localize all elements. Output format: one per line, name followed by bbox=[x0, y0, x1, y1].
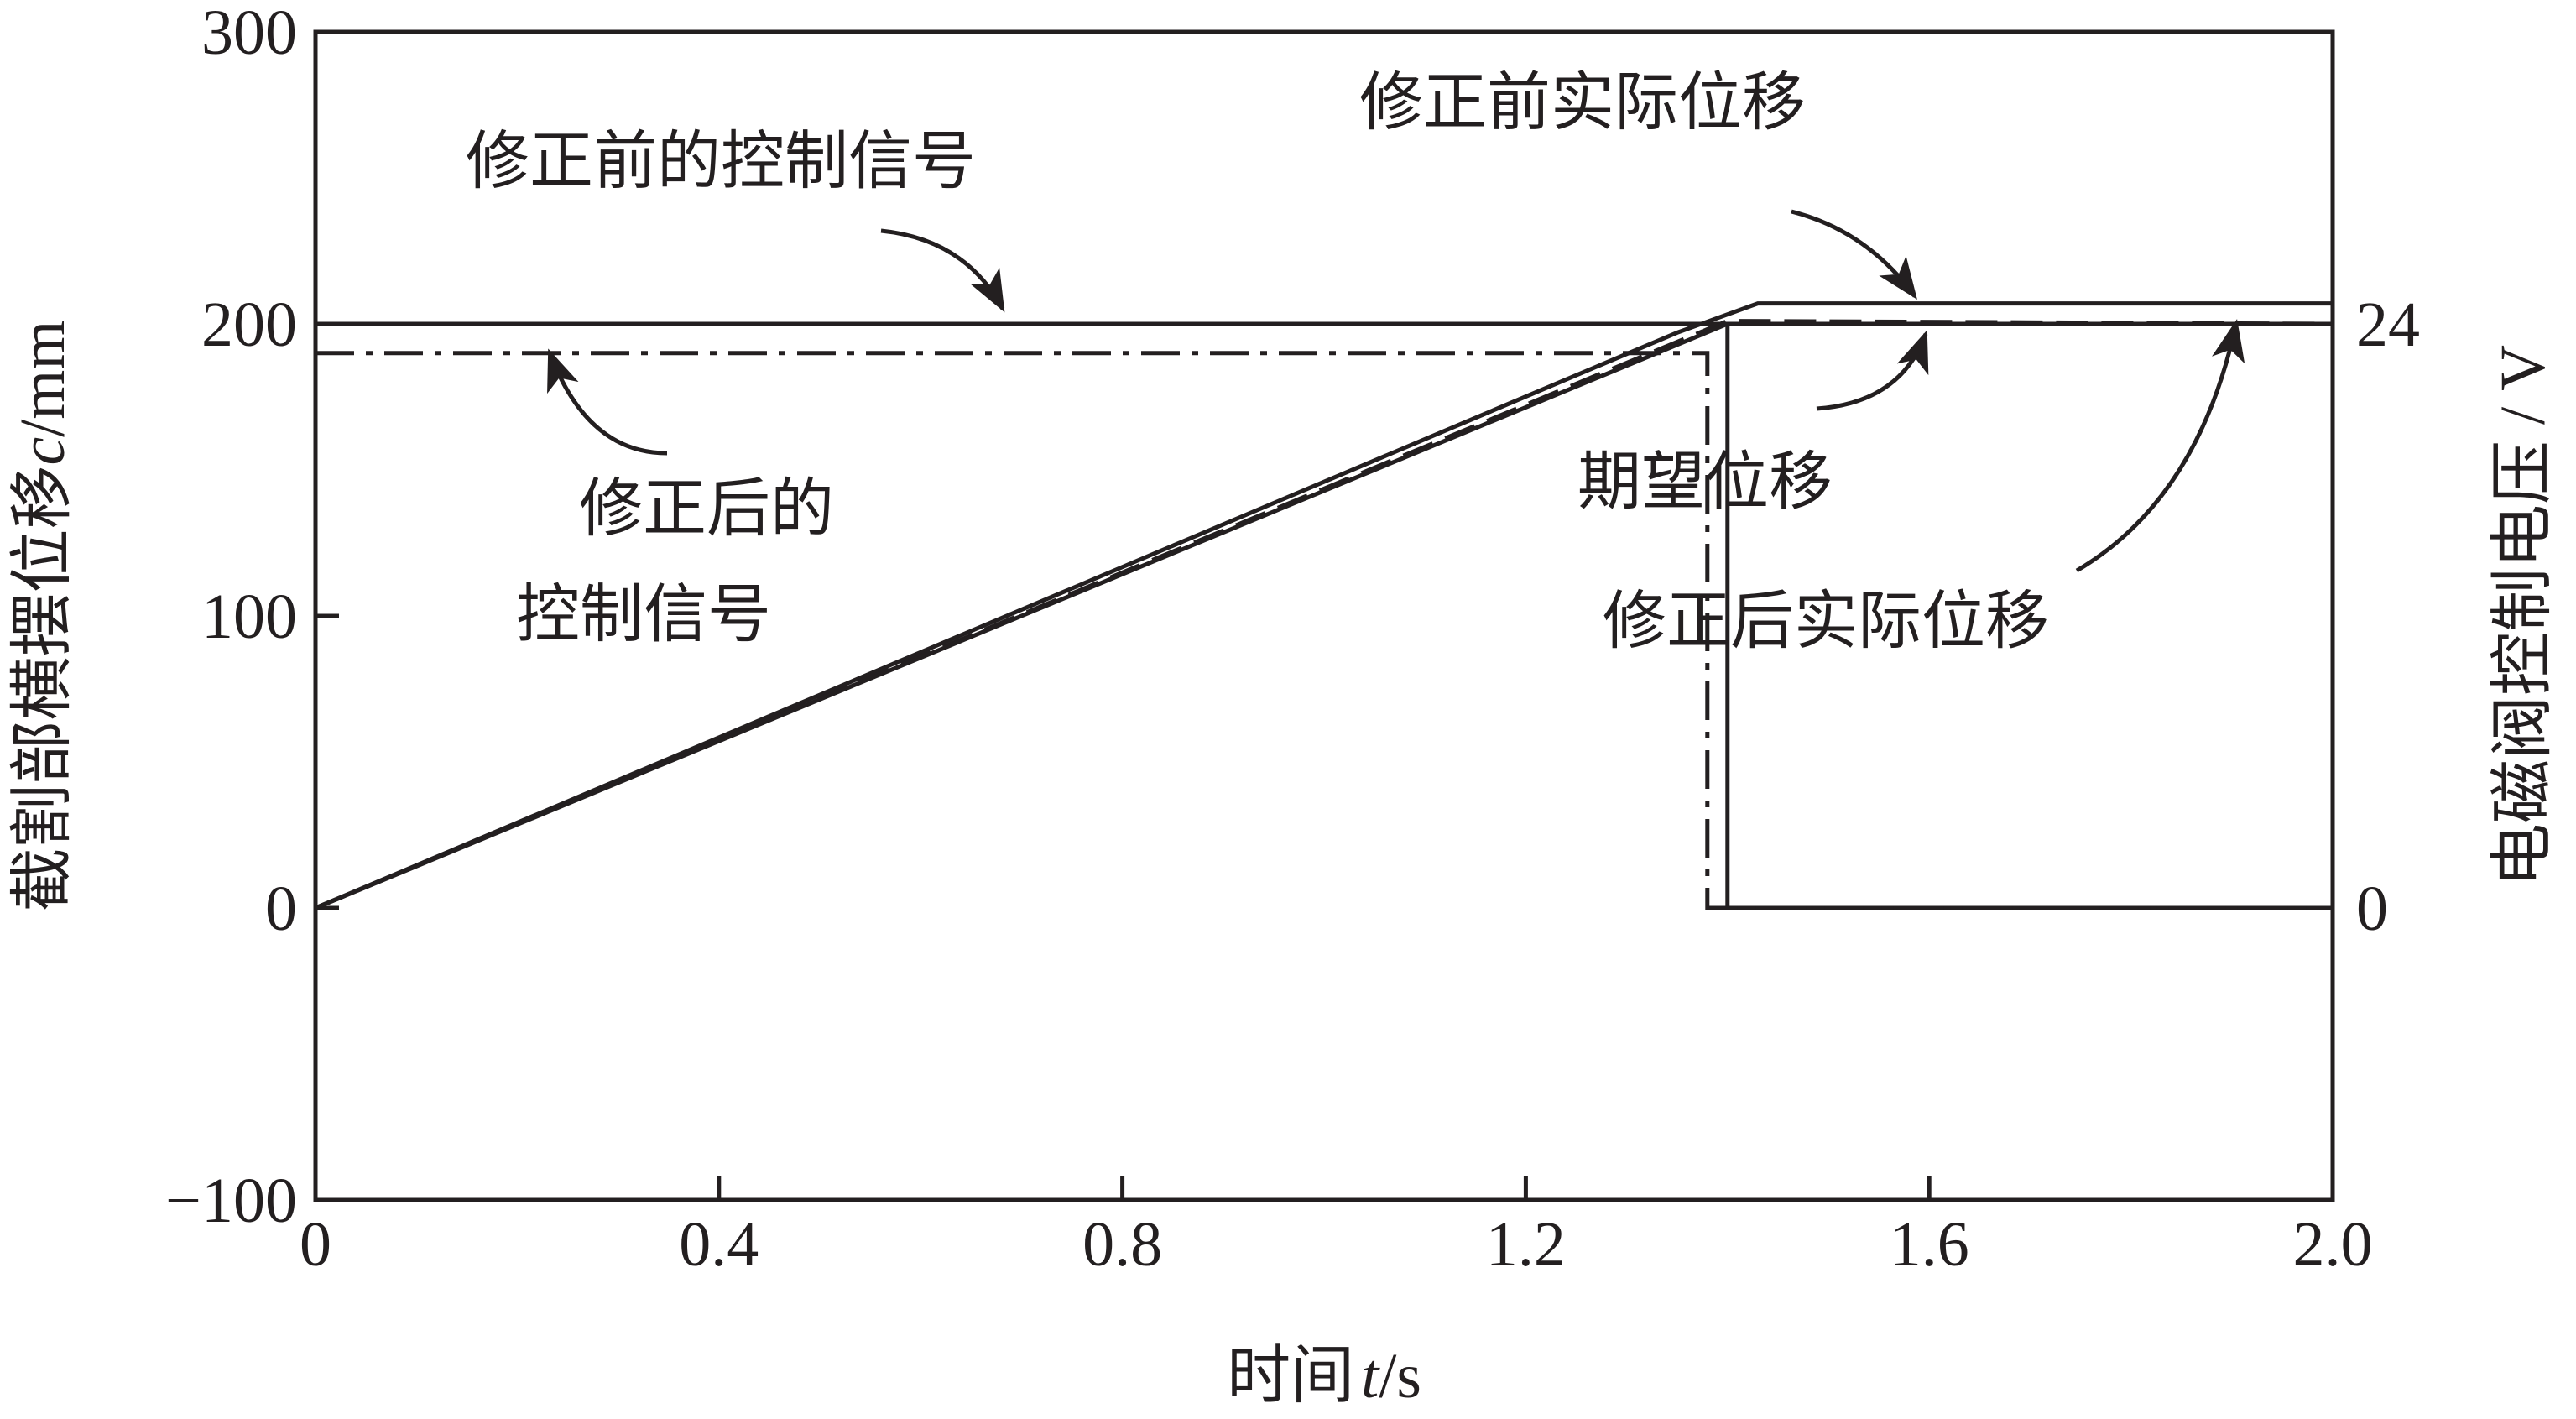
arrow-actual-after bbox=[2075, 319, 2245, 573]
annotation-actual-before: 修正前实际位移 bbox=[1359, 68, 1806, 138]
y-axis-title-label: 截割部横摆位移 bbox=[8, 466, 78, 912]
x-tick-label: 1.2 bbox=[1486, 1209, 1566, 1280]
series-line-4 bbox=[315, 351, 2333, 910]
y2-tick-label: 24 bbox=[2356, 290, 2420, 360]
y2-axis-ticks: 0 24 bbox=[2356, 290, 2420, 944]
x-axis-ticks: 0 0.4 0.8 1.2 1.6 2.0 bbox=[300, 1176, 2373, 1280]
arrow-control-before bbox=[880, 228, 1005, 313]
y-axis-title: 截割部横摆位移c/mm bbox=[8, 320, 78, 911]
annotation-control-after-line2: 控制信号 bbox=[516, 580, 771, 650]
series-layer bbox=[315, 301, 2334, 910]
x-axis-title: 时间 t/s bbox=[1227, 1341, 1421, 1411]
series-line-3 bbox=[315, 321, 2333, 910]
y-tick-label: 200 bbox=[201, 290, 297, 360]
annotation-control-before: 修正前的控制信号 bbox=[466, 127, 976, 197]
annotation-control-after-line1: 修正后的 bbox=[579, 474, 834, 545]
x-tick-label: 0.4 bbox=[679, 1209, 759, 1280]
annotation-desired: 期望位移 bbox=[1577, 447, 1833, 518]
y-tick-label: 100 bbox=[201, 582, 297, 652]
x-axis-title-unit: /s bbox=[1379, 1341, 1421, 1411]
y2-axis-title: 电磁阀控制电压 / V bbox=[2488, 345, 2558, 887]
x-tick-label: 0 bbox=[300, 1209, 331, 1280]
annotation-actual-after: 修正后实际位移 bbox=[1603, 587, 2049, 657]
x-axis-title-var: t bbox=[1361, 1341, 1380, 1411]
y-axis-ticks: −100 0 100 200 300 bbox=[165, 0, 339, 1236]
y-tick-label: 0 bbox=[265, 874, 297, 944]
x-axis-title-label: 时间 bbox=[1227, 1341, 1354, 1411]
y-tick-label: 300 bbox=[201, 0, 297, 68]
x-tick-label: 2.0 bbox=[2293, 1209, 2373, 1280]
arrow-control-after bbox=[547, 348, 668, 456]
arrow-desired bbox=[1816, 330, 1929, 411]
x-tick-label: 1.6 bbox=[1890, 1209, 1969, 1280]
y-axis-title-unit: /mm bbox=[8, 320, 78, 436]
y-axis-title-var: c bbox=[8, 437, 78, 466]
y2-tick-label: 0 bbox=[2356, 874, 2388, 944]
arrow-actual-before bbox=[1791, 209, 1917, 300]
y-tick-label: −100 bbox=[165, 1166, 297, 1236]
x-tick-label: 0.8 bbox=[1082, 1209, 1162, 1280]
series-line-0 bbox=[315, 301, 2333, 910]
